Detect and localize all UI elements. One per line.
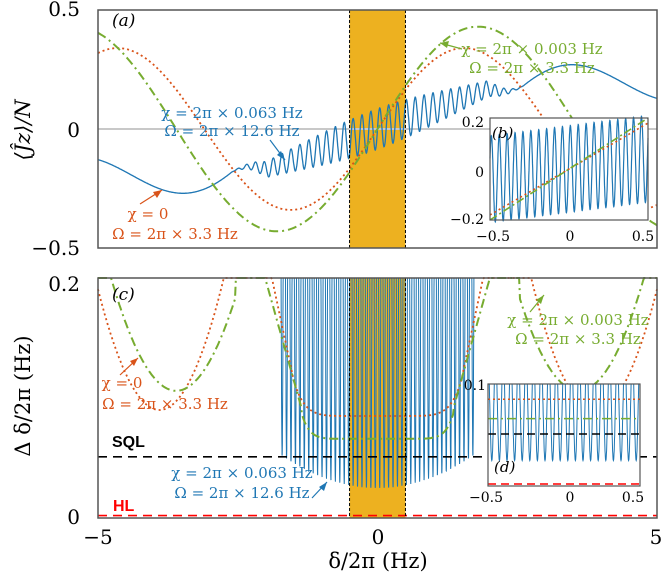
b-ytick-mid: 0 xyxy=(475,165,484,181)
inset-b-label: (b) xyxy=(492,124,513,142)
d-xtick-left: −0.5 xyxy=(469,490,503,506)
inset-b-frame xyxy=(489,117,649,221)
inset-layer xyxy=(487,115,649,487)
a-arrowhead-green xyxy=(440,41,449,48)
c-annot-green-1: χ = 2π × 0.003 Hz xyxy=(507,311,648,329)
b-ytick-bottom: −0.2 xyxy=(450,212,484,228)
c-annot-orange-2: Ω = 2π × 3.3 Hz xyxy=(102,395,228,413)
a-annot-orange-2: Ω = 2π × 3.3 Hz xyxy=(112,225,238,243)
inset-b-green-line xyxy=(489,117,649,221)
inset-d-label: (d) xyxy=(494,458,515,476)
c-arrowhead-blue xyxy=(319,482,327,491)
panel-a-label: (a) xyxy=(112,11,135,31)
a-arrowhead-orange xyxy=(153,190,162,198)
panel-c-label: (c) xyxy=(112,285,135,305)
c-annot-blue-1: χ = 2π × 0.063 Hz xyxy=(171,464,312,482)
a-annot-green-2: Ω = 2π × 3.3 Hz xyxy=(469,59,595,77)
d-xtick-mid: 0 xyxy=(566,490,575,506)
panel-c-xlabel: δ/2π (Hz) xyxy=(328,549,427,573)
c-annot-blue-2: Ω = 2π × 12.6 Hz xyxy=(174,484,309,502)
b-xtick-left: −0.5 xyxy=(476,229,510,245)
c-arrowhead-green xyxy=(536,295,544,304)
axes-layer xyxy=(97,9,658,519)
a-ytick-top: 0.5 xyxy=(48,0,80,21)
a-annot-green-1: χ = 2π × 0.003 Hz xyxy=(461,40,602,58)
d-ytick-top: 0.1 xyxy=(464,378,486,394)
inset-d-frame xyxy=(487,383,641,487)
a-arrowhead-blue xyxy=(277,151,285,160)
panel-a-frame xyxy=(97,9,658,249)
c-ytick-bottom: 0 xyxy=(67,505,80,529)
c-annot-green-2: Ω = 2π × 3.3 Hz xyxy=(515,330,641,348)
c-xtick-mid: 0 xyxy=(372,525,385,549)
a-annot-orange-1: χ = 0 xyxy=(128,205,169,223)
a-ytick-mid: 0 xyxy=(67,118,80,142)
inset-b-orange-line xyxy=(489,122,649,216)
a-annot-blue-1: χ = 2π × 0.063 Hz xyxy=(161,104,302,122)
panel-c-frame xyxy=(97,277,658,519)
sql-label: SQL xyxy=(112,434,145,451)
a-annot-blue-2: Ω = 2π × 12.6 Hz xyxy=(164,122,299,140)
b-xtick-mid: 0 xyxy=(566,229,575,245)
c-annot-orange-1: χ = 0 xyxy=(102,374,143,392)
c-xtick-left: −5 xyxy=(83,525,112,549)
d-xtick-right: 0.5 xyxy=(622,490,644,506)
c-xtick-right: 5 xyxy=(650,525,663,549)
panel-a-green-line xyxy=(97,25,658,233)
c-arrowhead-orange xyxy=(130,358,138,366)
b-xtick-right: 0.5 xyxy=(632,229,654,245)
panel-c-ylabel: Δ δ/2π (Hz) xyxy=(11,335,35,456)
inset-b-blue-line xyxy=(489,115,649,224)
b-ytick-top: 0.2 xyxy=(462,115,484,131)
hl-label: HL xyxy=(113,498,135,515)
a-ytick-bottom: −0.5 xyxy=(31,236,80,260)
c-ytick-top: 0.2 xyxy=(48,272,80,296)
panel-a-ylabel: ⟨Ĵz⟩/N xyxy=(10,99,35,161)
